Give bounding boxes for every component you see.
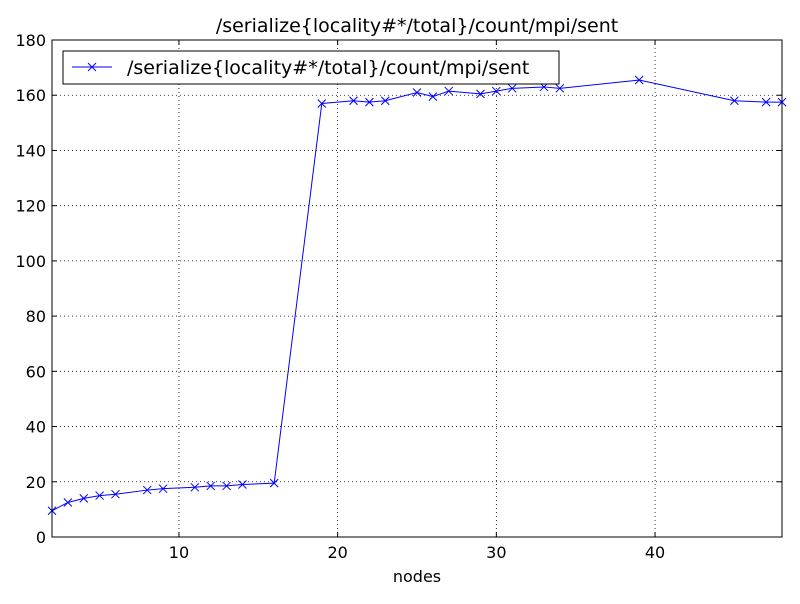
marker-stroke	[634, 75, 644, 85]
marker-stroke	[142, 485, 152, 495]
marker-stroke	[380, 96, 390, 106]
series-layer	[47, 75, 787, 516]
marker-stroke	[476, 89, 485, 99]
marker-stroke	[190, 482, 200, 492]
marker-stroke	[269, 478, 279, 488]
legend: /serialize{locality#*/total}/count/mpi/s…	[62, 50, 560, 85]
chart-title: /serialize{locality#*/total}/count/mpi/s…	[216, 15, 618, 37]
data-point	[142, 485, 152, 495]
data-point	[238, 480, 247, 489]
marker-stroke	[206, 481, 216, 491]
marker-stroke	[317, 99, 327, 108]
x-axis-label: nodes	[393, 567, 441, 586]
data-point	[63, 498, 73, 507]
data-point	[206, 481, 216, 491]
marker-stroke	[95, 491, 104, 500]
marker-stroke	[111, 489, 120, 499]
x-tick-label: 30	[486, 543, 506, 562]
y-tick-label: 160	[15, 86, 46, 105]
data-point	[428, 92, 438, 101]
data-point	[269, 478, 279, 488]
data-point	[158, 484, 168, 494]
marker-stroke	[491, 86, 501, 96]
y-tick-label: 20	[26, 473, 46, 492]
marker-stroke	[79, 493, 89, 503]
data-point	[95, 491, 104, 500]
legend-label: /serialize{locality#*/total}/count/mpi/s…	[127, 57, 529, 79]
data-point	[349, 96, 358, 106]
legend-marker-x	[87, 62, 97, 72]
y-tick-label: 80	[26, 307, 46, 326]
marker-stroke	[63, 498, 73, 507]
marker-stroke	[730, 96, 739, 106]
marker-stroke	[444, 86, 454, 96]
marker-stroke	[555, 83, 565, 93]
series-line	[51, 79, 782, 512]
data-point	[507, 83, 517, 93]
data-point	[317, 99, 327, 108]
marker-stroke	[349, 96, 358, 106]
legend-x	[87, 62, 97, 72]
data-point	[444, 86, 454, 96]
y-tick-label: 60	[26, 362, 46, 381]
y-tick-label: 0	[36, 528, 46, 547]
marker-stroke	[507, 83, 517, 93]
data-point	[222, 481, 231, 491]
data-point	[79, 493, 89, 503]
x-tick-label: 10	[169, 543, 189, 562]
data-point	[190, 482, 200, 492]
axis-ticks: 10 20 30 40 0 20 40 60 80 100 120 140 160 180	[15, 31, 782, 562]
data-point	[476, 89, 485, 99]
marker-stroke	[365, 97, 374, 107]
x-tick-label: 40	[645, 543, 665, 562]
data-point	[380, 96, 390, 106]
data-point	[761, 97, 771, 107]
y-tick-label: 180	[15, 31, 46, 50]
marker-stroke	[158, 484, 168, 494]
y-tick-label: 120	[15, 197, 46, 216]
marker-stroke	[412, 88, 422, 97]
data-point	[111, 489, 120, 499]
axes-frame	[51, 39, 783, 538]
legend-box	[62, 50, 560, 85]
data-point	[634, 75, 644, 85]
y-tick-label: 100	[15, 252, 46, 271]
marker-stroke	[222, 481, 231, 491]
data-point	[730, 96, 739, 106]
marker-stroke	[761, 97, 771, 107]
data-point	[555, 83, 565, 93]
marker-stroke	[428, 92, 438, 101]
y-tick-label: 40	[26, 418, 46, 437]
x-tick-label: 20	[327, 543, 347, 562]
marker-stroke	[87, 62, 97, 72]
marker-stroke	[238, 480, 247, 489]
data-point	[491, 86, 501, 96]
data-point	[365, 97, 374, 107]
y-tick-label: 140	[15, 141, 46, 160]
data-point	[412, 88, 422, 97]
grid-lines	[52, 40, 782, 537]
